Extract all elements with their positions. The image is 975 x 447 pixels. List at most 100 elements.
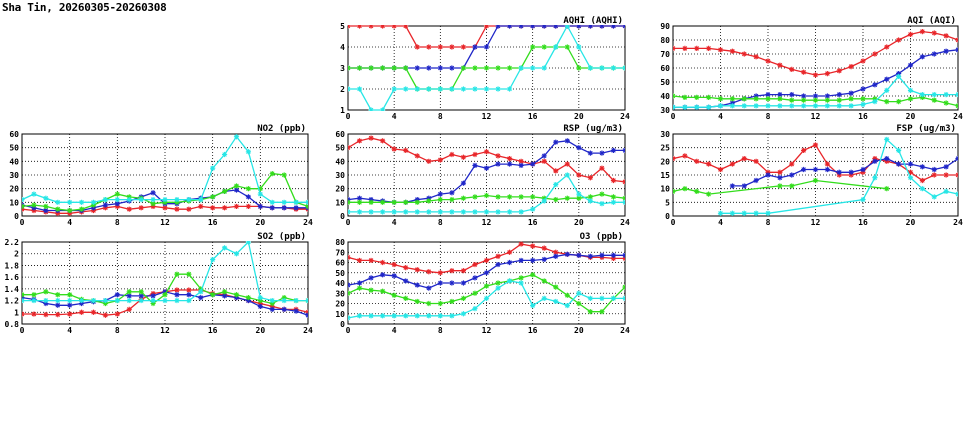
- y-tick-label: 50: [335, 144, 345, 153]
- data-point: [753, 103, 759, 109]
- data-point: [495, 153, 501, 159]
- data-point: [553, 197, 559, 203]
- data-point: [55, 206, 61, 212]
- y-tick-label: 20: [660, 157, 670, 166]
- data-point: [599, 201, 605, 207]
- data-point: [233, 292, 240, 298]
- data-point: [426, 86, 432, 92]
- data-point: [269, 306, 275, 312]
- data-point: [186, 292, 192, 298]
- data-point: [943, 48, 949, 54]
- x-tick-label: 20: [574, 218, 584, 227]
- data-point: [483, 192, 490, 199]
- data-point: [403, 25, 409, 29]
- data-point: [162, 197, 168, 203]
- x-tick-label: 20: [906, 218, 916, 227]
- data-point: [824, 97, 830, 103]
- data-point: [414, 298, 420, 305]
- data-point: [907, 96, 914, 102]
- data-point: [293, 308, 299, 314]
- data-point: [777, 62, 783, 68]
- data-point: [403, 313, 409, 319]
- data-point: [78, 297, 85, 304]
- data-point: [391, 261, 397, 268]
- data-point: [541, 256, 547, 263]
- data-point: [198, 289, 204, 295]
- data-point: [43, 207, 49, 214]
- data-point: [812, 97, 819, 103]
- data-point: [472, 275, 478, 281]
- data-point: [138, 205, 144, 211]
- data-point: [812, 93, 819, 99]
- data-point: [483, 149, 490, 155]
- data-point: [884, 87, 890, 93]
- data-point: [126, 289, 132, 295]
- data-point: [694, 104, 700, 110]
- series-red: [673, 142, 958, 184]
- data-point: [356, 138, 363, 144]
- data-point: [673, 156, 676, 162]
- series-cyan: [348, 172, 625, 215]
- data-point: [872, 158, 878, 164]
- data-point: [426, 313, 432, 319]
- data-point: [530, 206, 536, 212]
- data-point: [599, 295, 605, 301]
- data-point: [55, 292, 61, 298]
- data-point: [836, 97, 842, 103]
- data-point: [495, 261, 501, 268]
- data-point: [587, 25, 593, 29]
- data-point: [269, 297, 275, 304]
- y-tick-label: 40: [9, 157, 19, 166]
- data-point: [541, 25, 547, 29]
- data-point: [931, 172, 937, 178]
- data-point: [391, 86, 397, 92]
- data-point: [860, 197, 866, 203]
- data-point: [919, 164, 925, 170]
- data-point: [356, 257, 363, 264]
- data-point: [460, 195, 467, 201]
- y-tick-label: 40: [335, 157, 345, 166]
- data-point: [356, 65, 363, 71]
- data-point: [281, 295, 287, 301]
- y-tick-label: 30: [9, 171, 19, 180]
- data-point: [257, 303, 263, 310]
- data-point: [931, 51, 937, 57]
- data-point: [622, 295, 625, 301]
- data-point: [356, 313, 363, 319]
- data-point: [126, 206, 132, 212]
- data-point: [587, 253, 593, 259]
- data-point: [114, 292, 120, 298]
- y-tick-label: 20: [335, 185, 345, 194]
- data-point: [789, 92, 795, 98]
- data-point: [174, 287, 180, 293]
- data-point: [368, 107, 374, 111]
- data-point: [884, 136, 890, 143]
- data-point: [150, 203, 156, 210]
- data-point: [380, 138, 386, 144]
- data-point: [31, 297, 37, 304]
- data-point: [43, 195, 49, 201]
- data-point: [610, 255, 617, 261]
- data-point: [694, 188, 700, 194]
- data-point: [622, 25, 625, 29]
- y-tick-label: 15: [660, 171, 670, 180]
- data-point: [848, 96, 854, 102]
- data-point: [506, 194, 513, 200]
- data-point: [848, 103, 854, 109]
- data-point: [460, 280, 467, 286]
- data-point: [67, 207, 73, 214]
- data-point: [380, 288, 386, 294]
- x-tick-label: 20: [256, 218, 266, 227]
- y-tick-label: 1: [14, 308, 19, 317]
- x-tick-label: 12: [482, 112, 492, 121]
- data-point: [368, 257, 374, 264]
- x-tick-label: 16: [208, 326, 218, 335]
- data-point: [55, 199, 61, 205]
- data-point: [553, 168, 559, 174]
- data-point: [541, 44, 547, 50]
- data-point: [31, 191, 37, 197]
- data-point: [789, 161, 795, 167]
- data-point: [622, 65, 625, 71]
- data-point: [506, 65, 513, 71]
- data-point: [530, 302, 536, 309]
